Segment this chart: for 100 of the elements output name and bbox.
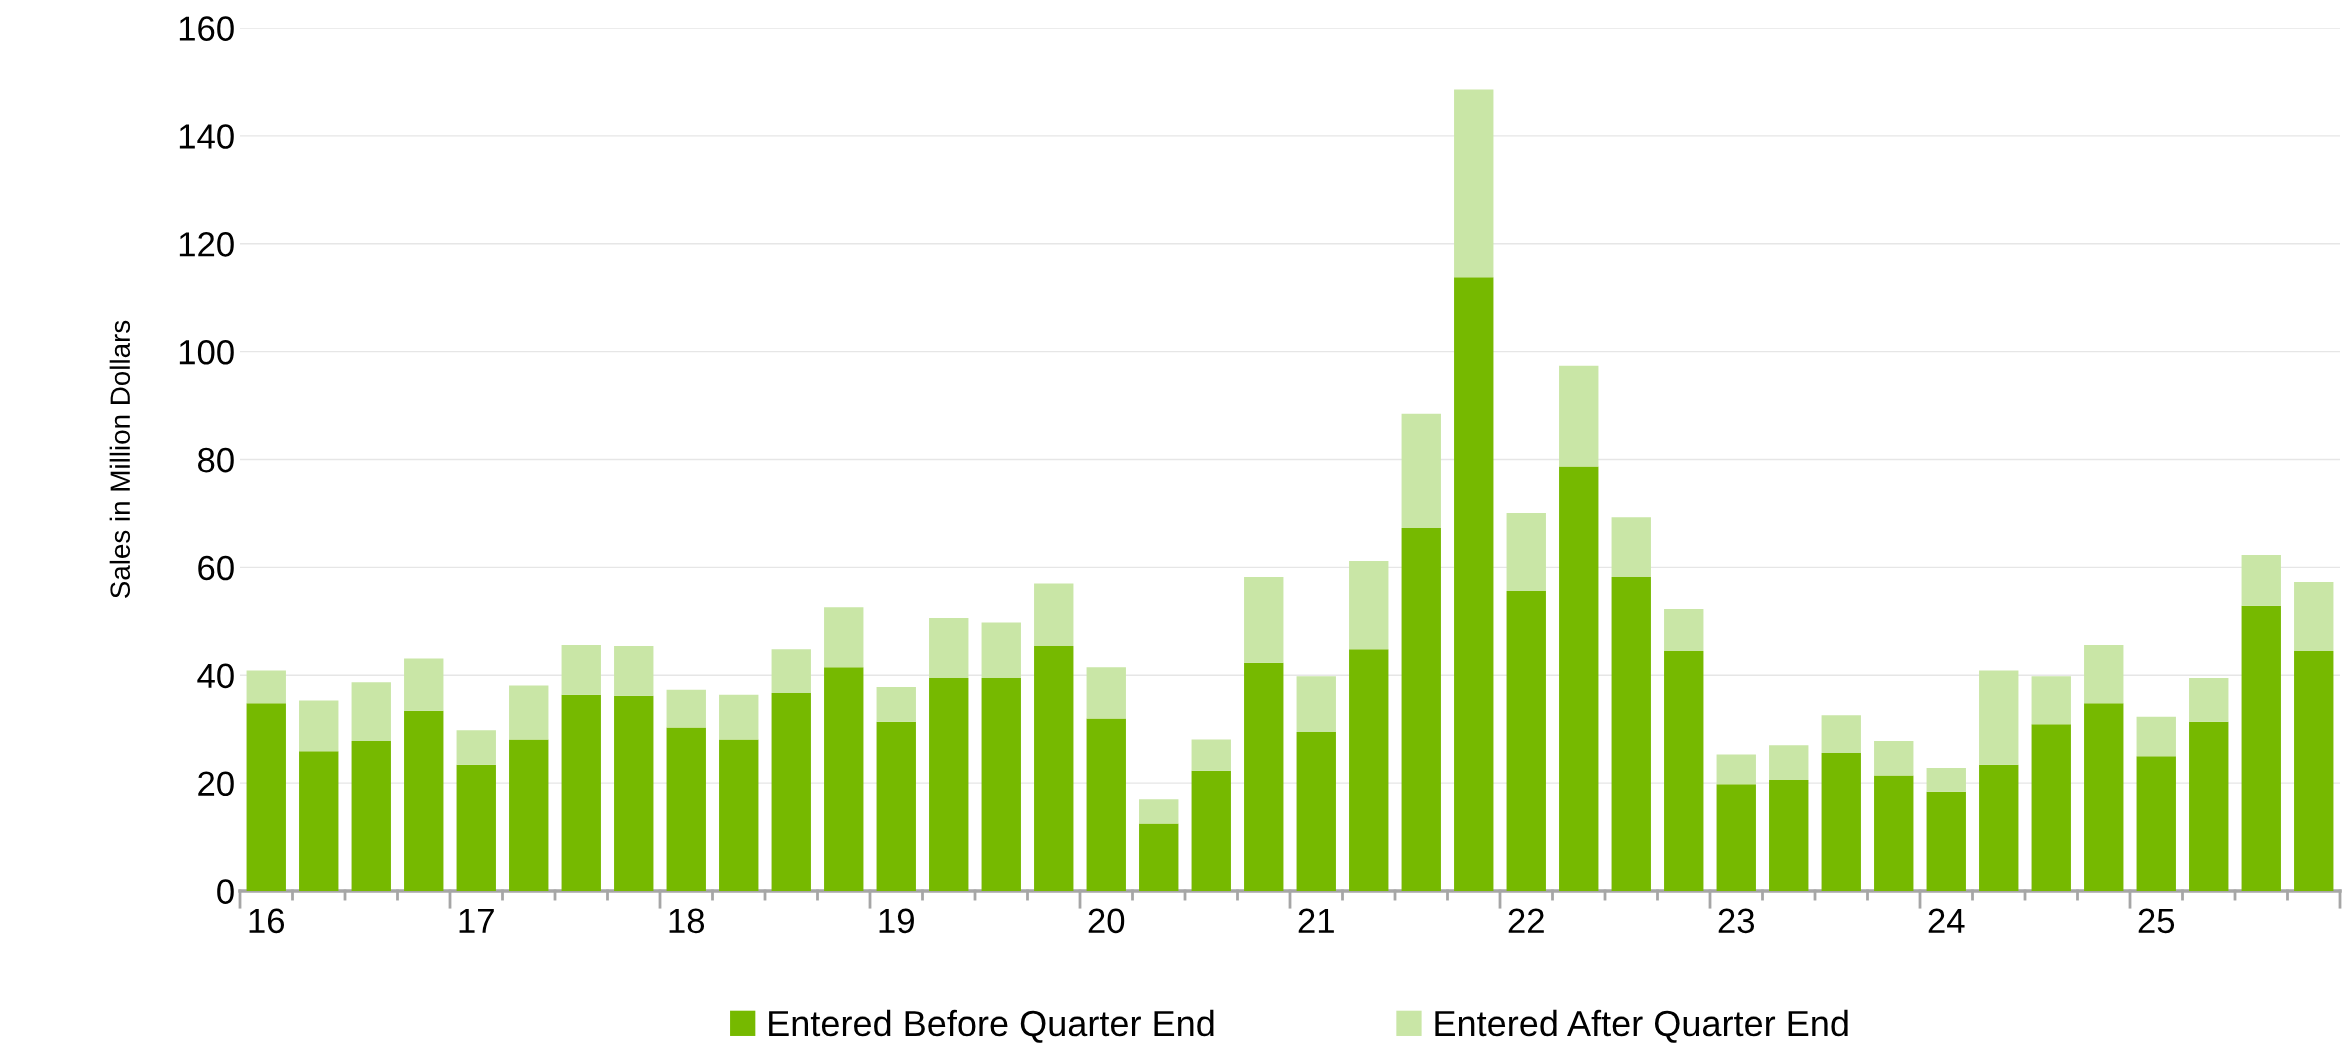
bar [1244,577,1284,663]
bar [2136,756,2176,891]
bar [1401,528,1441,891]
x-tick-label: 25 [2138,908,2175,934]
bar [1821,715,1861,753]
bar [1506,512,1546,592]
bar [351,741,391,891]
bar [404,710,444,891]
bar [824,667,864,891]
y-tick-label: 0 [217,879,234,904]
bar [2241,554,2281,606]
bar [876,687,916,722]
bar [1874,775,1914,891]
legend-label: Entered After Quarter End [1435,1009,1848,1043]
x-tick-label: 16 [249,908,285,934]
bar [2294,650,2334,891]
bar [824,607,864,668]
bar [981,677,1021,891]
bar [456,764,496,891]
y-axis-title: Sales in Million Dollars [109,320,131,598]
bar [2189,721,2229,891]
bar [2241,605,2281,891]
bar [666,727,706,891]
x-tick-label: 23 [1718,908,1755,934]
bar [561,645,601,695]
y-tick-label: 100 [179,339,234,365]
bar [246,670,286,704]
bar [614,646,654,696]
bar [719,694,759,740]
bar [1821,752,1861,891]
bar [719,739,759,891]
bar [1874,741,1914,776]
bar [2031,724,2071,891]
bar [1191,739,1231,771]
bar [1611,517,1651,578]
y-tick-label: 160 [179,16,234,41]
bar [1769,745,1809,780]
y-tick-label: 140 [179,124,234,149]
bar [1611,577,1651,891]
x-tick-label: 24 [1928,908,1965,933]
x-tick-label: 17 [459,908,494,933]
bar [456,730,496,765]
bar [1979,764,2019,891]
bar [1349,649,1389,891]
bar [666,689,706,728]
bar [1559,466,1599,891]
bar [2189,677,2229,722]
y-tick-label: 40 [197,663,234,689]
x-tick-label: 22 [1508,908,1544,933]
bar [351,682,391,742]
bar [1926,791,1966,891]
bar [1034,583,1074,647]
bar [404,658,444,711]
bar [1559,365,1599,467]
bar [1769,779,1809,891]
bar [299,700,339,752]
bar [1506,591,1546,891]
bar [1244,662,1284,891]
bar [614,695,654,891]
y-tick-label: 60 [198,555,234,581]
bar [1139,823,1179,891]
bar [1296,731,1336,891]
bar [1349,560,1389,650]
bar [771,649,811,694]
y-tick-label: 20 [198,771,234,797]
bar [1454,89,1494,278]
x-tick-label: 18 [669,908,705,934]
x-tick-label: 20 [1088,908,1125,934]
bar [771,693,811,891]
x-tick-label: 19 [879,908,914,934]
bar [1034,646,1074,891]
bar [2294,581,2334,651]
bar [1716,784,1756,891]
bar [561,694,601,891]
bar [1454,277,1494,891]
bar [509,739,549,891]
bar [1139,799,1179,824]
bar [2084,703,2124,891]
bar [1979,670,2019,765]
bar [509,685,549,740]
bar [1401,413,1441,528]
bar [2031,676,2071,725]
y-tick-label: 120 [179,232,234,257]
bar [1926,768,1966,792]
bar [2136,716,2176,757]
y-tick-label: 80 [198,447,234,473]
bar [1664,608,1704,651]
bar [876,721,916,891]
bar [1086,718,1126,891]
bar [2084,645,2124,704]
bar [981,622,1021,678]
bar [1086,667,1126,719]
bar [246,703,286,891]
legend-label: Entered Before Quarter End [769,1009,1214,1043]
x-tick-label: 21 [1298,908,1334,933]
bar [929,677,969,891]
bar [1191,770,1231,891]
bar [299,751,339,891]
bar [1296,676,1336,732]
bar [1664,650,1704,891]
